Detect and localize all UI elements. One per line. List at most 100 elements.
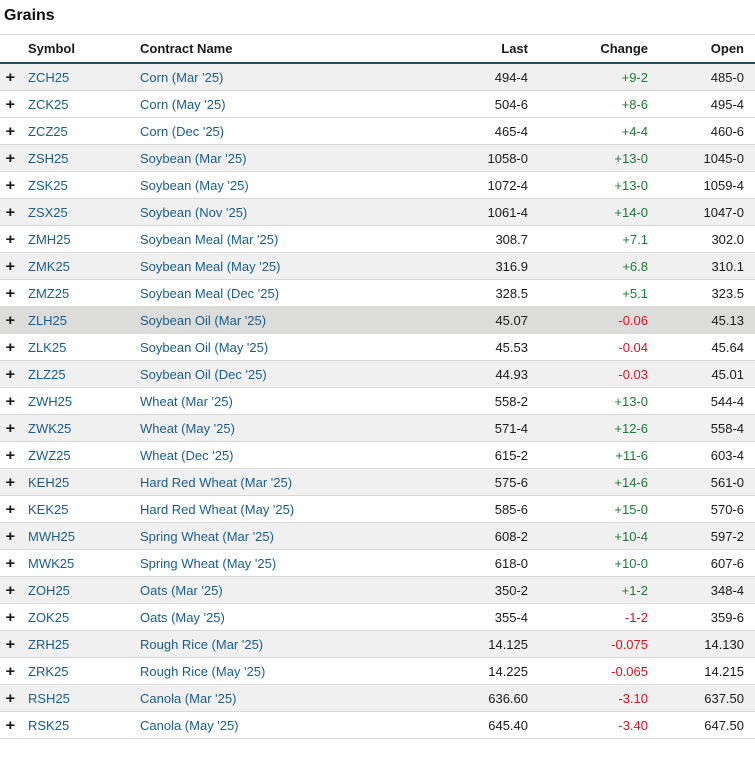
expand-plus-icon[interactable]: + bbox=[5, 554, 16, 572]
expand-plus-icon[interactable]: + bbox=[5, 716, 16, 734]
change-column-header[interactable]: Change bbox=[528, 35, 648, 64]
table-row: + ZOK25 Oats (May '25) 355-4 -1-2 359-6 bbox=[0, 603, 755, 631]
symbol-link[interactable]: ZOK25 bbox=[28, 609, 70, 625]
expand-plus-icon[interactable]: + bbox=[5, 149, 16, 167]
table-row: + ZSH25 Soybean (Mar '25) 1058-0 +13-0 1… bbox=[0, 144, 755, 172]
symbol-link[interactable]: ZSX25 bbox=[28, 204, 68, 220]
contract-name-link[interactable]: Wheat (May '25) bbox=[140, 420, 235, 436]
contract-name-link[interactable]: Soybean (May '25) bbox=[140, 177, 249, 193]
open-value: 45.64 bbox=[648, 333, 755, 361]
symbol-link[interactable]: ZWK25 bbox=[28, 420, 72, 436]
expand-plus-icon[interactable]: + bbox=[5, 68, 16, 86]
symbol-link[interactable]: ZLZ25 bbox=[28, 366, 66, 382]
symbol-link[interactable]: ZLK25 bbox=[28, 339, 67, 355]
table-row: + ZMZ25 Soybean Meal (Dec '25) 328.5 +5.… bbox=[0, 279, 755, 307]
symbol-link[interactable]: ZRH25 bbox=[28, 636, 70, 652]
expand-plus-icon[interactable]: + bbox=[5, 257, 16, 275]
expand-plus-icon[interactable]: + bbox=[5, 689, 16, 707]
contract-name-link[interactable]: Hard Red Wheat (Mar '25) bbox=[140, 474, 293, 490]
table-row: + ZSX25 Soybean (Nov '25) 1061-4 +14-0 1… bbox=[0, 198, 755, 226]
symbol-link[interactable]: RSH25 bbox=[28, 690, 70, 706]
expand-plus-icon[interactable]: + bbox=[5, 473, 16, 491]
contract-name-link[interactable]: Corn (Mar '25) bbox=[140, 69, 224, 85]
contract-name-link[interactable]: Rough Rice (Mar '25) bbox=[140, 636, 264, 652]
symbol-link[interactable]: ZSH25 bbox=[28, 150, 69, 166]
symbol-link[interactable]: ZOH25 bbox=[28, 582, 70, 598]
contract-name-link[interactable]: Wheat (Dec '25) bbox=[140, 447, 234, 463]
table-row: + ZRK25 Rough Rice (May '25) 14.225 -0.0… bbox=[0, 657, 755, 685]
contract-name-link[interactable]: Oats (May '25) bbox=[140, 609, 225, 625]
contract-name-link[interactable]: Soybean Meal (Mar '25) bbox=[140, 231, 279, 247]
contract-name-link[interactable]: Soybean Oil (Dec '25) bbox=[140, 366, 267, 382]
contract-name-link[interactable]: Oats (Mar '25) bbox=[140, 582, 223, 598]
contract-name-link[interactable]: Corn (May '25) bbox=[140, 96, 226, 112]
open-value: 310.1 bbox=[648, 252, 755, 280]
expand-plus-icon[interactable]: + bbox=[5, 446, 16, 464]
contract-name-link[interactable]: Hard Red Wheat (May '25) bbox=[140, 501, 295, 517]
symbol-link[interactable]: ZCH25 bbox=[28, 69, 70, 85]
open-value: 14.215 bbox=[648, 657, 755, 685]
expand-plus-icon[interactable]: + bbox=[5, 500, 16, 518]
change-value: -0.03 bbox=[528, 360, 648, 388]
symbol-link[interactable]: MWH25 bbox=[28, 528, 75, 544]
symbol-link[interactable]: ZSK25 bbox=[28, 177, 68, 193]
contract-name-link[interactable]: Soybean Oil (May '25) bbox=[140, 339, 269, 355]
symbol-link[interactable]: ZWZ25 bbox=[28, 447, 71, 463]
expand-plus-icon[interactable]: + bbox=[5, 95, 16, 113]
symbol-link[interactable]: ZMH25 bbox=[28, 231, 71, 247]
expand-plus-icon[interactable]: + bbox=[5, 284, 16, 302]
contract-name-link[interactable]: Corn (Dec '25) bbox=[140, 123, 225, 139]
symbol-link[interactable]: ZLH25 bbox=[28, 312, 68, 328]
last-value: 636.60 bbox=[392, 684, 528, 712]
symbol-link[interactable]: ZCK25 bbox=[28, 96, 69, 112]
table-row: + ZRH25 Rough Rice (Mar '25) 14.125 -0.0… bbox=[0, 630, 755, 658]
symbol-link[interactable]: ZCZ25 bbox=[28, 123, 68, 139]
symbol-column-header[interactable]: Symbol bbox=[28, 35, 140, 64]
contract-name-link[interactable]: Canola (Mar '25) bbox=[140, 690, 237, 706]
symbol-link[interactable]: MWK25 bbox=[28, 555, 75, 571]
contract-name-link[interactable]: Spring Wheat (May '25) bbox=[140, 555, 277, 571]
open-value: 359-6 bbox=[648, 603, 755, 631]
contract-name-link[interactable]: Canola (May '25) bbox=[140, 717, 239, 733]
open-value: 45.13 bbox=[648, 306, 755, 334]
contract-name-link[interactable]: Wheat (Mar '25) bbox=[140, 393, 233, 409]
expand-plus-icon[interactable]: + bbox=[5, 419, 16, 437]
table-row: + ZMK25 Soybean Meal (May '25) 316.9 +6.… bbox=[0, 252, 755, 280]
contract-name-link[interactable]: Rough Rice (May '25) bbox=[140, 663, 266, 679]
symbol-link[interactable]: KEK25 bbox=[28, 501, 69, 517]
contract-name-link[interactable]: Soybean (Nov '25) bbox=[140, 204, 248, 220]
expand-plus-icon[interactable]: + bbox=[5, 392, 16, 410]
expand-plus-icon[interactable]: + bbox=[5, 662, 16, 680]
last-value: 504-6 bbox=[392, 90, 528, 118]
table-row: + KEH25 Hard Red Wheat (Mar '25) 575-6 +… bbox=[0, 468, 755, 496]
expand-plus-icon[interactable]: + bbox=[5, 581, 16, 599]
expand-plus-icon[interactable]: + bbox=[5, 635, 16, 653]
contract-name-link[interactable]: Soybean Meal (Dec '25) bbox=[140, 285, 280, 301]
contract-name-column-header[interactable]: Contract Name bbox=[140, 35, 392, 64]
expand-plus-icon[interactable]: + bbox=[5, 338, 16, 356]
contract-name-link[interactable]: Soybean Meal (May '25) bbox=[140, 258, 281, 274]
expand-plus-icon[interactable]: + bbox=[5, 176, 16, 194]
contract-name-link[interactable]: Spring Wheat (Mar '25) bbox=[140, 528, 274, 544]
symbol-link[interactable]: ZWH25 bbox=[28, 393, 73, 409]
expand-plus-icon[interactable]: + bbox=[5, 311, 16, 329]
symbol-link[interactable]: RSK25 bbox=[28, 717, 70, 733]
expand-plus-icon[interactable]: + bbox=[5, 527, 16, 545]
symbol-link[interactable]: ZMZ25 bbox=[28, 285, 70, 301]
expand-plus-icon[interactable]: + bbox=[5, 608, 16, 626]
expand-plus-icon[interactable]: + bbox=[5, 365, 16, 383]
symbol-link[interactable]: ZRK25 bbox=[28, 663, 69, 679]
expand-plus-icon[interactable]: + bbox=[5, 203, 16, 221]
expand-plus-icon[interactable]: + bbox=[5, 230, 16, 248]
contract-name-link[interactable]: Soybean (Mar '25) bbox=[140, 150, 247, 166]
last-value: 585-6 bbox=[392, 495, 528, 523]
symbol-link[interactable]: KEH25 bbox=[28, 474, 70, 490]
expand-plus-icon[interactable]: + bbox=[5, 122, 16, 140]
open-value: 485-0 bbox=[648, 63, 755, 91]
change-value: -0.06 bbox=[528, 306, 648, 334]
table-row: + ZCK25 Corn (May '25) 504-6 +8-6 495-4 bbox=[0, 90, 755, 118]
contract-name-link[interactable]: Soybean Oil (Mar '25) bbox=[140, 312, 267, 328]
symbol-link[interactable]: ZMK25 bbox=[28, 258, 70, 274]
last-column-header[interactable]: Last bbox=[392, 35, 528, 64]
open-column-header[interactable]: Open bbox=[648, 35, 755, 64]
